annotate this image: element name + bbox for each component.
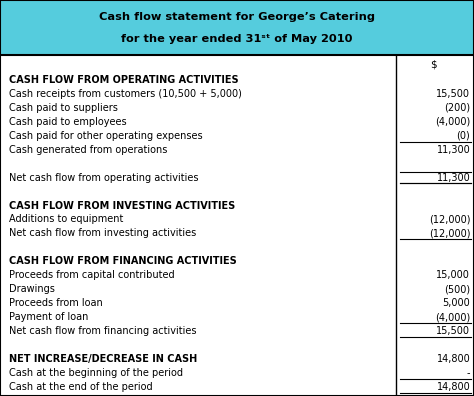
Text: (12,000): (12,000) [428,228,470,238]
Text: 15,500: 15,500 [436,89,470,99]
Text: (0): (0) [456,131,470,141]
Text: -: - [467,368,470,378]
Text: 11,300: 11,300 [437,173,470,183]
Text: Payment of loan: Payment of loan [9,312,88,322]
Text: (12,000): (12,000) [428,215,470,225]
Text: Net cash flow from financing activities: Net cash flow from financing activities [9,326,196,336]
Text: Cash paid to suppliers: Cash paid to suppliers [9,103,118,113]
Text: NET INCREASE/DECREASE IN CASH: NET INCREASE/DECREASE IN CASH [9,354,197,364]
Text: 11,300: 11,300 [437,145,470,155]
Text: CASH FLOW FROM OPERATING ACTIVITIES: CASH FLOW FROM OPERATING ACTIVITIES [9,75,238,85]
Text: Cash at the beginning of the period: Cash at the beginning of the period [9,368,182,378]
Text: (4,000): (4,000) [435,312,470,322]
Text: Cash flow statement for George’s Catering: Cash flow statement for George’s Caterin… [99,13,375,23]
Text: CASH FLOW FROM INVESTING ACTIVITIES: CASH FLOW FROM INVESTING ACTIVITIES [9,200,235,211]
Text: Cash generated from operations: Cash generated from operations [9,145,167,155]
Text: 5,000: 5,000 [442,298,470,308]
Text: (200): (200) [444,103,470,113]
Text: Cash paid to employees: Cash paid to employees [9,117,126,127]
Text: Net cash flow from operating activities: Net cash flow from operating activities [9,173,198,183]
Text: (500): (500) [444,284,470,294]
Text: Cash receipts from customers (10,500 + 5,000): Cash receipts from customers (10,500 + 5… [9,89,241,99]
Text: Proceeds from loan: Proceeds from loan [9,298,102,308]
Text: Additions to equipment: Additions to equipment [9,215,123,225]
Text: Cash paid for other operating expenses: Cash paid for other operating expenses [9,131,202,141]
Text: $: $ [430,59,436,69]
Text: 14,800: 14,800 [437,382,470,392]
Text: Drawings: Drawings [9,284,55,294]
Text: for the year ended 31ˢᵗ of May 2010: for the year ended 31ˢᵗ of May 2010 [121,34,353,44]
Text: (4,000): (4,000) [435,117,470,127]
Text: Net cash flow from investing activities: Net cash flow from investing activities [9,228,196,238]
FancyBboxPatch shape [0,0,474,55]
Text: Proceeds from capital contributed: Proceeds from capital contributed [9,270,174,280]
Text: CASH FLOW FROM FINANCING ACTIVITIES: CASH FLOW FROM FINANCING ACTIVITIES [9,256,236,267]
Text: 14,800: 14,800 [437,354,470,364]
Text: 15,000: 15,000 [437,270,470,280]
Text: Cash at the end of the period: Cash at the end of the period [9,382,152,392]
Text: 15,500: 15,500 [436,326,470,336]
